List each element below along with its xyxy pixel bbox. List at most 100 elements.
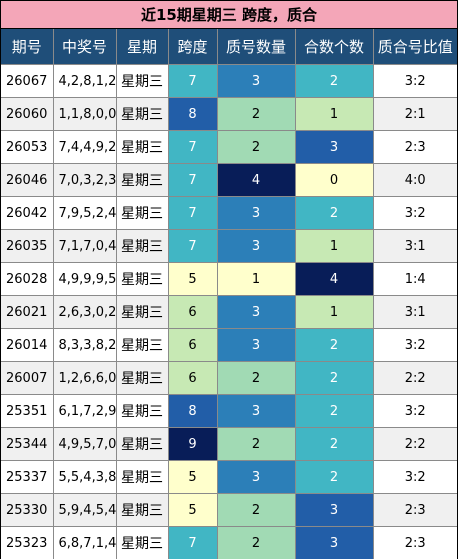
table-row: 26028 4,9,9,9,5 星期三 5 1 4 1:4 xyxy=(1,262,457,296)
cell-winning-number: 7,0,3,2,3 xyxy=(52,163,117,197)
table-row: 26046 7,0,3,2,3 星期三 7 4 0 4:0 xyxy=(1,163,457,197)
cell-issue: 25337 xyxy=(1,460,54,494)
cell-weekday: 星期三 xyxy=(115,427,169,461)
table-row: 26035 7,1,7,0,4 星期三 7 3 1 3:1 xyxy=(1,229,457,263)
cell-composite-count: 3 xyxy=(294,493,374,527)
cell-weekday: 星期三 xyxy=(115,295,169,329)
cell-composite-count: 3 xyxy=(294,130,374,164)
cell-ratio: 2:2 xyxy=(372,361,457,395)
cell-composite-count: 1 xyxy=(294,229,374,263)
cell-prime-count: 2 xyxy=(216,361,296,395)
cell-span: 7 xyxy=(167,130,218,164)
cell-ratio: 2:3 xyxy=(372,493,457,527)
cell-weekday: 星期三 xyxy=(115,97,169,131)
table-row: 26014 8,3,3,8,2 星期三 6 3 2 3:2 xyxy=(1,328,457,362)
cell-ratio: 3:1 xyxy=(372,229,457,263)
cell-prime-count: 2 xyxy=(216,427,296,461)
cell-issue: 26067 xyxy=(1,64,54,98)
cell-ratio: 3:2 xyxy=(372,64,457,98)
cell-composite-count: 2 xyxy=(294,394,374,428)
cell-prime-count: 3 xyxy=(216,460,296,494)
table-body: 26067 4,2,8,1,2 星期三 7 3 2 3:2 26060 1,1,8,0,0 星期三… xyxy=(1,64,457,559)
cell-span: 6 xyxy=(167,328,218,362)
cell-span: 8 xyxy=(167,394,218,428)
table-row: 26053 7,4,4,9,2 星期三 7 2 3 2:3 xyxy=(1,130,457,164)
cell-prime-count: 4 xyxy=(216,163,296,197)
cell-composite-count: 2 xyxy=(294,460,374,494)
cell-prime-count: 3 xyxy=(216,295,296,329)
cell-winning-number: 7,1,7,0,4 xyxy=(52,229,117,263)
cell-prime-count: 3 xyxy=(216,229,296,263)
cell-prime-count: 3 xyxy=(216,196,296,230)
table-row: 25337 5,5,4,3,8 星期三 5 3 2 3:2 xyxy=(1,460,457,494)
cell-prime-count: 3 xyxy=(216,328,296,362)
cell-weekday: 星期三 xyxy=(115,196,169,230)
cell-issue: 26060 xyxy=(1,97,54,131)
table-row: 25323 6,8,7,1,4 星期三 7 2 3 2:3 xyxy=(1,526,457,559)
cell-issue: 26042 xyxy=(1,196,54,230)
cell-winning-number: 1,2,6,6,0 xyxy=(52,361,117,395)
cell-span: 5 xyxy=(167,493,218,527)
cell-span: 7 xyxy=(167,163,218,197)
cell-issue: 25323 xyxy=(1,526,54,559)
cell-weekday: 星期三 xyxy=(115,460,169,494)
cell-issue: 26028 xyxy=(1,262,54,296)
header-row: 期号 中奖号 星期 跨度 质号数量 合数个数 质合号比值 xyxy=(1,29,457,65)
cell-composite-count: 0 xyxy=(294,163,374,197)
cell-ratio: 3:2 xyxy=(372,196,457,230)
cell-span: 5 xyxy=(167,460,218,494)
table-row: 26042 7,9,5,2,4 星期三 7 3 2 3:2 xyxy=(1,196,457,230)
cell-weekday: 星期三 xyxy=(115,361,169,395)
cell-winning-number: 4,9,9,9,5 xyxy=(52,262,117,296)
table-row: 25351 6,1,7,2,9 星期三 8 3 2 3:2 xyxy=(1,394,457,428)
cell-span: 8 xyxy=(167,97,218,131)
table-row: 26021 2,6,3,0,2 星期三 6 3 1 3:1 xyxy=(1,295,457,329)
cell-winning-number: 5,5,4,3,8 xyxy=(52,460,117,494)
header-winning-number: 中奖号 xyxy=(52,29,117,65)
cell-ratio: 3:1 xyxy=(372,295,457,329)
table-row: 26060 1,1,8,0,0 星期三 8 2 1 2:1 xyxy=(1,97,457,131)
stats-table: 期号 中奖号 星期 跨度 质号数量 合数个数 质合号比值 26067 4,2,8,… xyxy=(1,29,457,559)
cell-prime-count: 2 xyxy=(216,526,296,559)
cell-winning-number: 7,4,4,9,2 xyxy=(52,130,117,164)
table-row: 26067 4,2,8,1,2 星期三 7 3 2 3:2 xyxy=(1,64,457,98)
cell-ratio: 2:2 xyxy=(372,427,457,461)
cell-weekday: 星期三 xyxy=(115,163,169,197)
cell-span: 7 xyxy=(167,64,218,98)
cell-composite-count: 3 xyxy=(294,526,374,559)
cell-winning-number: 6,8,7,1,4 xyxy=(52,526,117,559)
cell-issue: 26021 xyxy=(1,295,54,329)
header-prime-composite-ratio: 质合号比值 xyxy=(372,29,457,65)
cell-weekday: 星期三 xyxy=(115,130,169,164)
cell-issue: 26035 xyxy=(1,229,54,263)
cell-composite-count: 2 xyxy=(294,328,374,362)
cell-composite-count: 2 xyxy=(294,427,374,461)
cell-prime-count: 2 xyxy=(216,130,296,164)
cell-weekday: 星期三 xyxy=(115,526,169,559)
cell-weekday: 星期三 xyxy=(115,394,169,428)
cell-ratio: 2:3 xyxy=(372,130,457,164)
cell-prime-count: 3 xyxy=(216,64,296,98)
cell-composite-count: 2 xyxy=(294,64,374,98)
cell-issue: 25351 xyxy=(1,394,54,428)
cell-issue: 25344 xyxy=(1,427,54,461)
sheet-title: 近15期星期三 跨度，质合 xyxy=(1,1,457,29)
cell-winning-number: 5,9,4,5,4 xyxy=(52,493,117,527)
cell-ratio: 2:3 xyxy=(372,526,457,559)
cell-ratio: 4:0 xyxy=(372,163,457,197)
cell-weekday: 星期三 xyxy=(115,64,169,98)
cell-prime-count: 2 xyxy=(216,493,296,527)
cell-span: 5 xyxy=(167,262,218,296)
table-row: 25344 4,9,5,7,0 星期三 9 2 2 2:2 xyxy=(1,427,457,461)
cell-span: 7 xyxy=(167,229,218,263)
cell-prime-count: 2 xyxy=(216,97,296,131)
cell-weekday: 星期三 xyxy=(115,493,169,527)
cell-ratio: 3:2 xyxy=(372,460,457,494)
cell-winning-number: 8,3,3,8,2 xyxy=(52,328,117,362)
table-row: 25330 5,9,4,5,4 星期三 5 2 3 2:3 xyxy=(1,493,457,527)
cell-span: 6 xyxy=(167,295,218,329)
header-issue: 期号 xyxy=(1,29,54,65)
cell-ratio: 3:2 xyxy=(372,394,457,428)
table-row: 26007 1,2,6,6,0 星期三 6 2 2 2:2 xyxy=(1,361,457,395)
